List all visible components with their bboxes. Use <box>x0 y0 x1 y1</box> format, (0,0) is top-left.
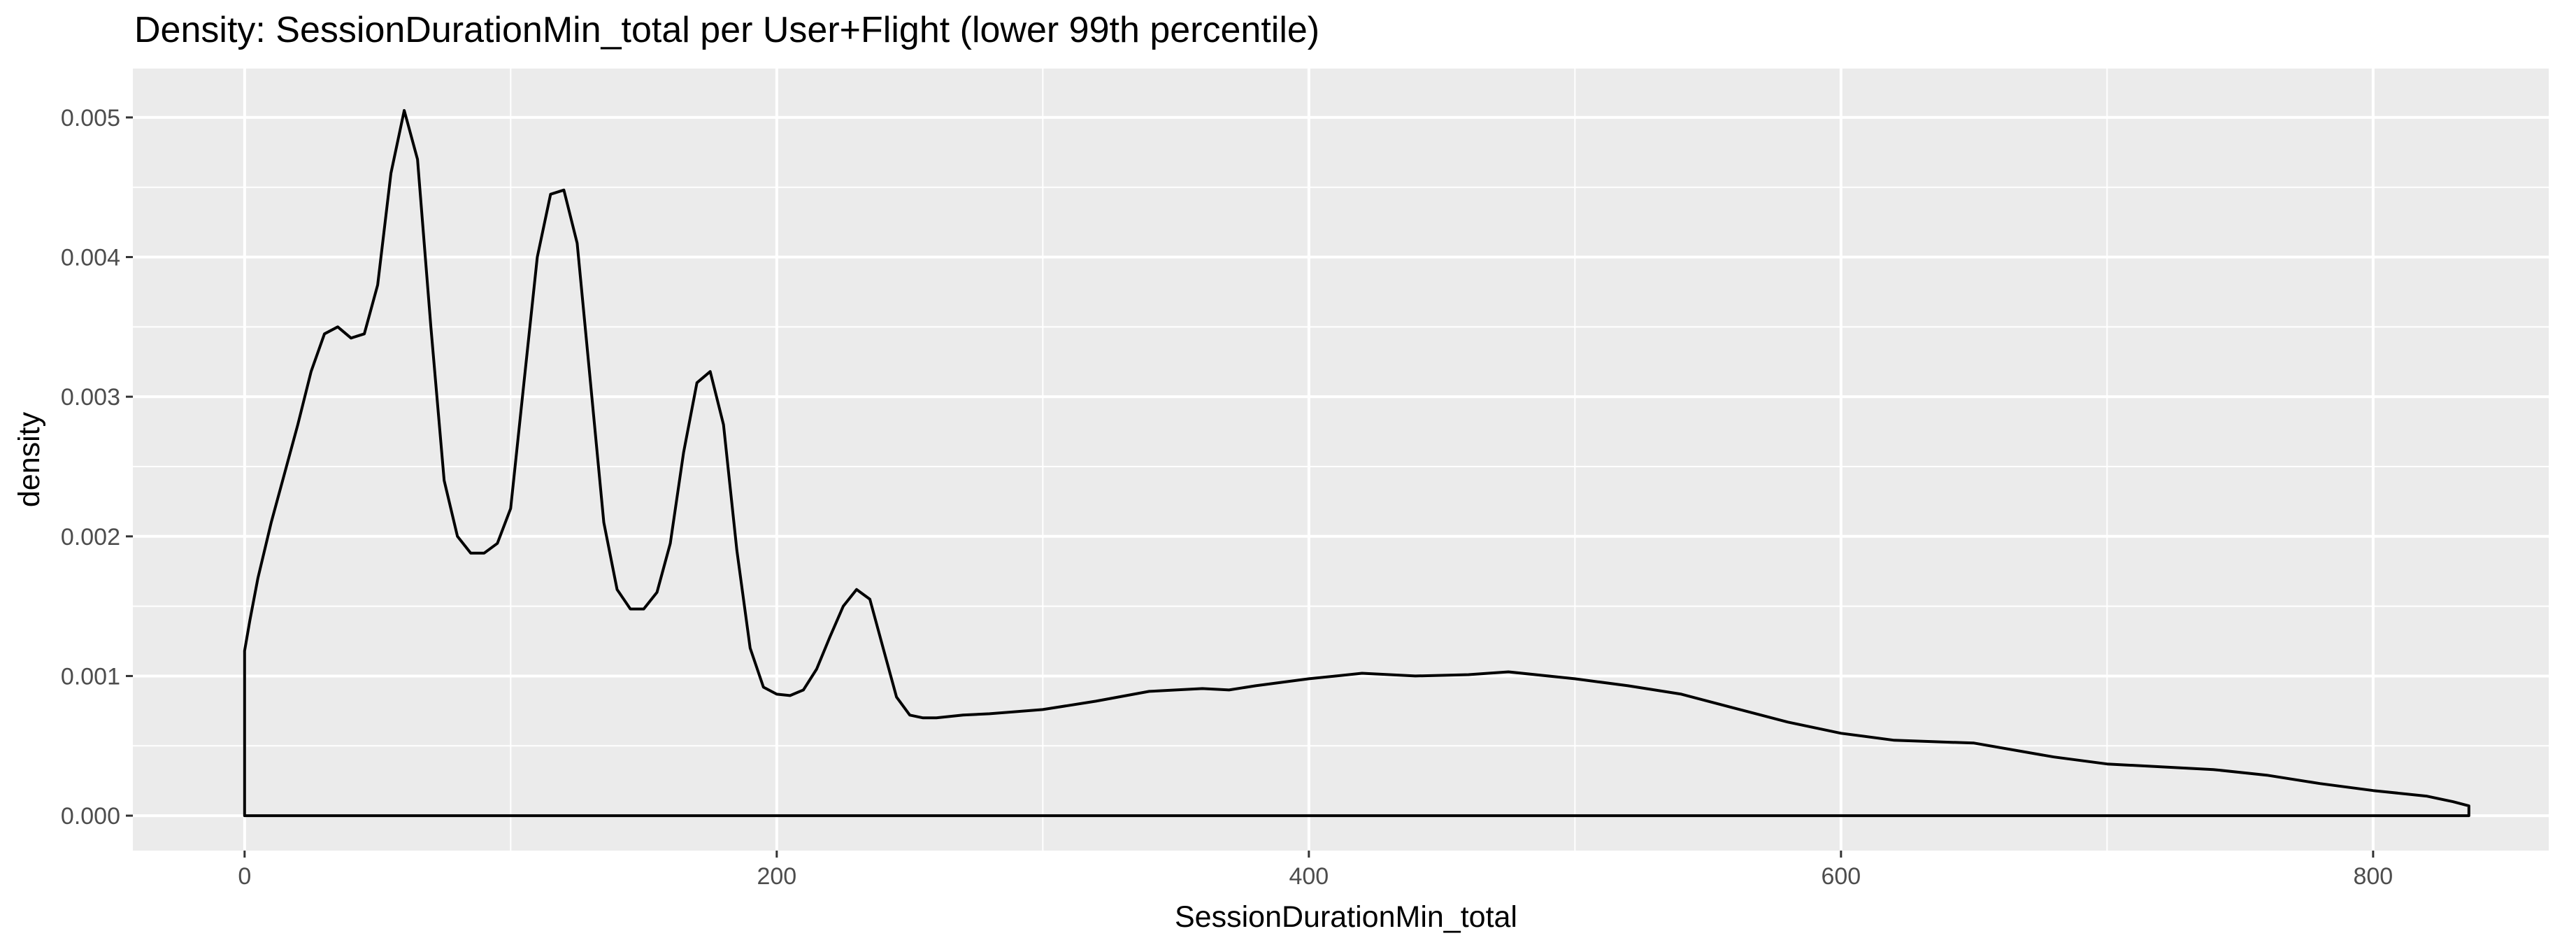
y-tick-label: 0.003 <box>61 384 120 411</box>
x-tick-label: 400 <box>1289 863 1329 890</box>
grid-minor <box>133 69 2549 851</box>
y-tick-label: 0.005 <box>61 105 120 132</box>
density-layer <box>243 108 2470 818</box>
y-axis-title: density <box>13 411 46 507</box>
x-tick-label: 800 <box>2353 863 2393 890</box>
x-tick-label: 200 <box>757 863 796 890</box>
x-tick-label: 600 <box>1821 863 1861 890</box>
plot-panel <box>133 69 2549 851</box>
y-axis: 0.000 0.001 0.002 0.003 0.004 0.005 <box>61 105 133 830</box>
x-tick-label: 0 <box>238 863 251 890</box>
y-tick-label: 0.000 <box>61 803 120 830</box>
y-tick-label: 0.004 <box>61 245 120 271</box>
x-axis-title: SessionDurationMin_total <box>1175 900 1517 934</box>
y-tick-label: 0.001 <box>61 663 120 690</box>
y-tick-label: 0.002 <box>61 524 120 550</box>
density-curve <box>243 108 2470 818</box>
chart-title: Density: SessionDurationMin_total per Us… <box>134 10 1319 50</box>
x-axis: 0 200 400 600 800 <box>238 851 2393 890</box>
